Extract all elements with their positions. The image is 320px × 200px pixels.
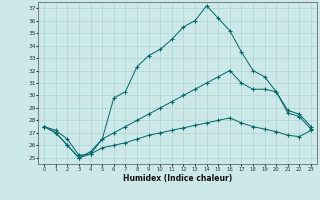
- X-axis label: Humidex (Indice chaleur): Humidex (Indice chaleur): [123, 174, 232, 183]
